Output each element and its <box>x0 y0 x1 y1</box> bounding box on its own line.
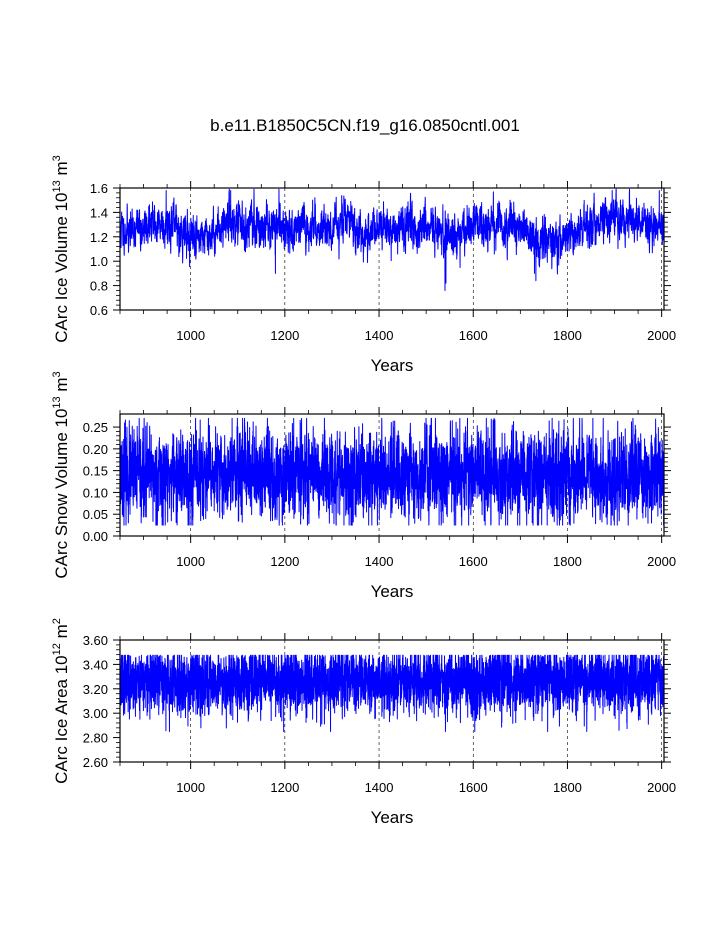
y-tick-label: 2.60 <box>83 755 108 770</box>
y-tick-label: 0.8 <box>90 279 108 294</box>
x-tick-label: 1400 <box>365 554 394 569</box>
x-tick-label: 1000 <box>176 328 205 343</box>
x-axis-title: Years <box>371 356 414 375</box>
y-tick-label: 2.80 <box>83 731 108 746</box>
snow-volume-panel: 1000 1200 1400 1600 1800 2000 0.00 0.05 0.10 0.15… <box>51 371 676 601</box>
y-axis-title: CArc Ice Volume 1013 m3 <box>51 155 71 343</box>
y-tick-label: 0.00 <box>83 529 108 544</box>
y-tick-label: 1.2 <box>90 230 108 245</box>
y-tick-label: 0.15 <box>83 464 108 479</box>
x-tick-label: 1400 <box>365 328 394 343</box>
x-axis-title: Years <box>371 808 414 827</box>
y-tick-label: 0.05 <box>83 507 108 522</box>
y-tick-label: 3.00 <box>83 706 108 721</box>
x-tick-label: 1000 <box>176 554 205 569</box>
y-axis-title: CArc Ice Area 1012 m2 <box>51 618 71 784</box>
x-tick-label: 2000 <box>647 554 676 569</box>
y-tick-label: 1.4 <box>90 205 108 220</box>
x-tick-label: 1800 <box>553 780 582 795</box>
series-line <box>120 417 664 526</box>
x-tick-label: 1800 <box>553 554 582 569</box>
y-axis-title: CArc Snow Volume 1013 m3 <box>51 371 71 578</box>
x-tick-label: 1000 <box>176 780 205 795</box>
x-tick-label: 1200 <box>270 328 299 343</box>
ice-volume-panel: 1000 1200 1400 1600 1800 2000 0.6 0.8 1.0 1.2 1.4 1… <box>51 155 676 375</box>
y-tick-label: 0.25 <box>83 420 108 435</box>
x-tick-label: 1200 <box>270 780 299 795</box>
series-line <box>120 188 664 291</box>
plot-frame <box>119 639 665 763</box>
x-tick-label: 1600 <box>459 554 488 569</box>
y-tick-label: 0.20 <box>83 442 108 457</box>
x-tick-label: 1600 <box>459 780 488 795</box>
series-line <box>120 654 664 732</box>
y-tick-label: 3.20 <box>83 682 108 697</box>
chart-title: b.e11.B1850C5CN.f19_g16.0850cntl.001 <box>210 116 520 135</box>
x-tick-label: 1800 <box>553 328 582 343</box>
y-tick-label: 3.60 <box>83 633 108 648</box>
x-tick-label: 2000 <box>647 780 676 795</box>
y-tick-label: 1.6 <box>90 181 108 196</box>
x-tick-label: 2000 <box>647 328 676 343</box>
y-tick-label: 3.40 <box>83 657 108 672</box>
x-tick-label: 1600 <box>459 328 488 343</box>
x-axis-title: Years <box>371 582 414 601</box>
x-tick-label: 1200 <box>270 554 299 569</box>
plot-frame <box>119 187 665 311</box>
y-tick-label: 0.6 <box>90 303 108 318</box>
ice-area-panel: 1000 1200 1400 1600 1800 2000 2.60 2.80 3.00 3.20… <box>51 618 676 827</box>
y-tick-label: 1.0 <box>90 254 108 269</box>
y-tick-label: 0.10 <box>83 485 108 500</box>
x-tick-label: 1400 <box>365 780 394 795</box>
